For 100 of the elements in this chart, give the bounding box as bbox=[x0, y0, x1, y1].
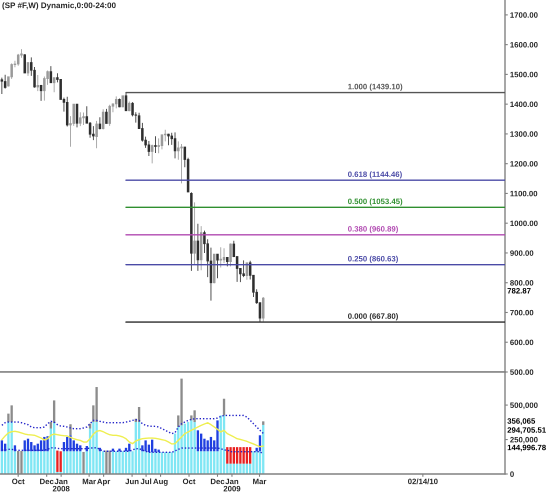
candlestick bbox=[196, 223, 200, 272]
bar bbox=[200, 434, 202, 452]
bar bbox=[262, 424, 264, 474]
bar bbox=[24, 451, 26, 474]
candlestick bbox=[92, 126, 95, 141]
bar bbox=[206, 451, 209, 474]
candlestick bbox=[36, 74, 40, 92]
bar bbox=[138, 422, 140, 474]
candlestick bbox=[226, 257, 229, 267]
candlestick bbox=[52, 76, 56, 93]
candlestick bbox=[108, 104, 111, 126]
bar bbox=[79, 451, 82, 474]
bar bbox=[242, 447, 245, 464]
candlestick bbox=[23, 54, 26, 74]
bar bbox=[24, 440, 26, 452]
candlestick bbox=[0, 77, 4, 94]
candlestick bbox=[82, 112, 85, 126]
candlestick bbox=[98, 116, 102, 130]
bar bbox=[112, 448, 114, 452]
candlestick bbox=[229, 243, 232, 267]
bar bbox=[246, 464, 248, 474]
candlestick bbox=[160, 134, 164, 150]
candlestick bbox=[193, 202, 196, 265]
bar bbox=[66, 436, 68, 452]
bar bbox=[196, 430, 200, 452]
bar bbox=[249, 447, 252, 464]
candlestick bbox=[262, 296, 264, 322]
bar bbox=[236, 464, 238, 474]
candlestick bbox=[128, 101, 131, 112]
bar bbox=[128, 444, 130, 452]
bar bbox=[86, 446, 88, 452]
bar bbox=[150, 452, 154, 474]
bar bbox=[4, 444, 6, 452]
bar bbox=[79, 445, 82, 452]
bar bbox=[246, 447, 248, 464]
bar bbox=[10, 422, 13, 474]
bar bbox=[164, 452, 166, 474]
candlestick bbox=[200, 226, 202, 271]
bar bbox=[193, 422, 196, 474]
bar bbox=[30, 442, 32, 452]
bar bbox=[102, 451, 104, 474]
candlestick bbox=[180, 144, 183, 184]
bar bbox=[232, 447, 235, 464]
candlestick bbox=[118, 98, 121, 108]
bar bbox=[144, 440, 147, 452]
candlestick bbox=[16, 53, 20, 66]
bar bbox=[115, 451, 118, 474]
bar bbox=[193, 410, 196, 422]
bar bbox=[122, 451, 124, 474]
bar bbox=[184, 424, 186, 474]
bar bbox=[36, 451, 39, 474]
candlestick bbox=[157, 138, 160, 154]
candlestick bbox=[150, 144, 154, 164]
bar bbox=[0, 451, 4, 474]
bar bbox=[36, 444, 39, 452]
bar bbox=[95, 387, 98, 422]
candlestick bbox=[154, 136, 157, 154]
bar bbox=[177, 426, 180, 474]
bar bbox=[10, 405, 13, 422]
bar bbox=[7, 422, 10, 474]
bar bbox=[60, 451, 62, 472]
candlestick bbox=[124, 92, 128, 112]
bar bbox=[236, 447, 238, 464]
bar bbox=[144, 451, 147, 474]
candlestick bbox=[66, 96, 68, 127]
candlestick bbox=[167, 133, 170, 146]
bar bbox=[150, 440, 154, 452]
bar bbox=[43, 451, 46, 474]
line-series bbox=[1, 447, 264, 455]
bar bbox=[262, 421, 264, 425]
bar bbox=[134, 422, 137, 474]
candlestick bbox=[216, 254, 219, 279]
candlestick bbox=[174, 132, 176, 159]
bar bbox=[92, 422, 95, 474]
bar bbox=[138, 407, 140, 422]
bar bbox=[76, 444, 78, 452]
candlestick bbox=[105, 108, 108, 124]
bar bbox=[95, 422, 98, 474]
candlestick bbox=[76, 103, 78, 128]
bar bbox=[232, 464, 235, 474]
bar bbox=[66, 451, 68, 474]
bar bbox=[200, 451, 202, 474]
candlestick bbox=[26, 62, 30, 76]
candlestick bbox=[79, 112, 82, 127]
line-series bbox=[1, 422, 264, 448]
bar bbox=[148, 452, 150, 474]
bar bbox=[239, 464, 242, 474]
bar bbox=[118, 448, 121, 452]
bar bbox=[220, 415, 222, 474]
candlestick bbox=[40, 84, 42, 102]
bar bbox=[52, 423, 56, 474]
candlestick bbox=[222, 248, 226, 264]
candlestick bbox=[148, 140, 150, 156]
bar bbox=[0, 440, 4, 452]
bar bbox=[242, 464, 245, 474]
candlestick bbox=[212, 254, 216, 284]
candlestick bbox=[50, 66, 52, 84]
line-series bbox=[1, 414, 264, 434]
bar bbox=[226, 447, 228, 464]
candlestick bbox=[114, 96, 118, 109]
